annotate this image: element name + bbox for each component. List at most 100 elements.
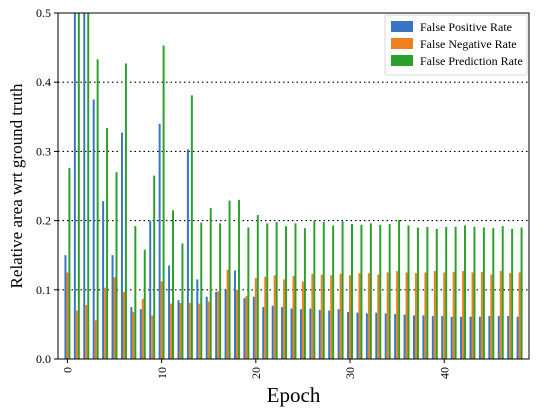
- bar-false-prediction-epoch-25: [303, 228, 306, 359]
- bar-false-positive-epoch-18: [234, 270, 236, 359]
- bar-false-negative-epoch-40: [443, 272, 446, 359]
- bar-false-prediction-epoch-5: [115, 172, 118, 359]
- legend-box: [384, 14, 528, 76]
- bar-false-positive-epoch-32: [365, 313, 368, 359]
- bar-false-positive-epoch-45: [488, 316, 491, 359]
- bar-false-prediction-epoch-44: [482, 227, 485, 359]
- bar-false-negative-epoch-19: [245, 296, 248, 359]
- bar-false-positive-epoch-9: [149, 220, 152, 359]
- bar-false-positive-epoch-42: [460, 316, 463, 359]
- bar-false-positive-epoch-30: [347, 311, 350, 359]
- bar-false-negative-epoch-11: [170, 303, 173, 359]
- bar-false-prediction-epoch-32: [369, 223, 372, 359]
- bar-false-negative-epoch-29: [339, 273, 342, 359]
- bar-false-prediction-epoch-38: [426, 226, 429, 359]
- bar-false-positive-epoch-22: [271, 305, 274, 359]
- bar-false-negative-epoch-2: [85, 305, 88, 359]
- y-tick-label: 0.0: [36, 352, 51, 366]
- bar-false-prediction-epoch-12: [181, 243, 184, 359]
- bar-false-negative-epoch-31: [358, 273, 361, 359]
- bar-false-positive-epoch-44: [478, 316, 481, 359]
- bar-false-prediction-epoch-41: [454, 226, 457, 359]
- bar-false-prediction-epoch-14: [200, 222, 203, 359]
- bar-false-negative-epoch-36: [405, 272, 408, 359]
- bar-false-positive-epoch-2: [83, 13, 86, 359]
- bar-false-prediction-epoch-28: [332, 225, 335, 359]
- bar-false-negative-epoch-34: [386, 272, 389, 359]
- bar-false-positive-epoch-38: [422, 315, 425, 359]
- bar-false-prediction-epoch-47: [511, 228, 514, 359]
- bar-false-positive-epoch-5: [111, 255, 114, 359]
- bar-false-positive-epoch-41: [450, 316, 453, 359]
- bar-false-prediction-epoch-17: [228, 200, 231, 359]
- bar-false-positive-epoch-8: [139, 309, 142, 359]
- bar-false-prediction-epoch-4: [106, 127, 109, 360]
- bar-false-negative-epoch-46: [499, 271, 502, 359]
- bar-false-negative-epoch-27: [320, 274, 323, 359]
- bar-false-prediction-epoch-24: [294, 223, 297, 359]
- bar-false-negative-epoch-35: [396, 271, 399, 359]
- bar-false-positive-epoch-37: [412, 315, 415, 359]
- bar-false-negative-epoch-23: [283, 279, 286, 359]
- bar-false-negative-epoch-38: [424, 272, 427, 359]
- bar-false-negative-epoch-22: [273, 275, 276, 359]
- bar-false-negative-epoch-37: [414, 273, 417, 359]
- bar-false-positive-epoch-19: [243, 298, 246, 359]
- bar-false-prediction-epoch-2: [87, 13, 90, 359]
- bar-false-positive-epoch-36: [403, 314, 406, 359]
- bar-false-positive-epoch-40: [441, 316, 444, 359]
- bar-false-positive-epoch-25: [299, 309, 302, 359]
- bar-false-positive-epoch-1: [73, 13, 76, 359]
- bar-false-prediction-epoch-26: [313, 220, 316, 359]
- bar-false-prediction-epoch-3: [96, 59, 99, 360]
- legend-swatch-false-prediction: [391, 55, 413, 66]
- bar-false-positive-epoch-0: [64, 255, 67, 359]
- bar-false-positive-epoch-31: [356, 312, 359, 359]
- bar-false-negative-epoch-1: [75, 310, 78, 359]
- bar-false-negative-epoch-20: [254, 278, 257, 359]
- bar-false-prediction-epoch-8: [143, 249, 146, 359]
- bar-false-positive-epoch-39: [431, 316, 434, 359]
- bar-false-negative-epoch-14: [198, 303, 201, 359]
- bar-false-prediction-epoch-30: [351, 224, 353, 359]
- bar-false-positive-epoch-46: [497, 316, 500, 359]
- bar-false-prediction-epoch-21: [266, 223, 269, 359]
- bar-false-prediction-epoch-37: [416, 227, 419, 359]
- bar-false-prediction-epoch-27: [322, 221, 325, 359]
- bar-false-positive-epoch-29: [337, 309, 340, 359]
- bars-layer: [64, 13, 523, 360]
- bar-false-prediction-epoch-10: [162, 45, 165, 360]
- bar-false-prediction-epoch-45: [492, 228, 495, 359]
- bar-false-positive-epoch-21: [262, 307, 265, 359]
- bar-false-positive-epoch-47: [507, 316, 510, 359]
- bar-false-negative-epoch-16: [217, 291, 220, 359]
- bar-false-negative-epoch-42: [462, 271, 465, 359]
- ticks-layer: 0.0 0.1 0.2 0.3 0.4 0.5 0 10 20 30 40: [36, 6, 451, 379]
- bar-false-negative-epoch-3: [94, 320, 97, 359]
- y-tick-label: 0.4: [36, 75, 51, 89]
- bar-false-positive-epoch-28: [328, 310, 331, 359]
- x-tick-label: 0: [61, 367, 75, 373]
- bar-false-prediction-epoch-6: [124, 63, 127, 360]
- bar-false-positive-epoch-3: [92, 99, 95, 359]
- bar-false-positive-epoch-14: [196, 279, 199, 359]
- bar-false-negative-epoch-26: [311, 273, 314, 359]
- bar-false-negative-epoch-30: [349, 275, 352, 359]
- bar-false-positive-epoch-23: [281, 307, 284, 359]
- bar-false-prediction-epoch-7: [134, 226, 137, 359]
- y-axis-label: Relative area wrt ground truth: [7, 83, 26, 288]
- legend-label-false-prediction: False Prediction Rate: [420, 54, 523, 68]
- bar-false-positive-epoch-13: [186, 149, 189, 359]
- x-tick-label: 30: [343, 367, 357, 379]
- bar-false-prediction-epoch-46: [501, 226, 504, 359]
- bar-false-negative-epoch-8: [141, 298, 144, 359]
- bar-false-positive-epoch-17: [224, 289, 227, 359]
- x-tick-label: 20: [249, 367, 263, 379]
- y-tick-label: 0.2: [36, 214, 51, 228]
- y-tick-label: 0.5: [36, 6, 51, 20]
- bar-false-positive-epoch-7: [130, 307, 133, 359]
- bar-false-negative-epoch-32: [367, 273, 370, 359]
- bar-false-negative-epoch-15: [207, 301, 210, 359]
- bar-false-prediction-epoch-15: [209, 208, 212, 359]
